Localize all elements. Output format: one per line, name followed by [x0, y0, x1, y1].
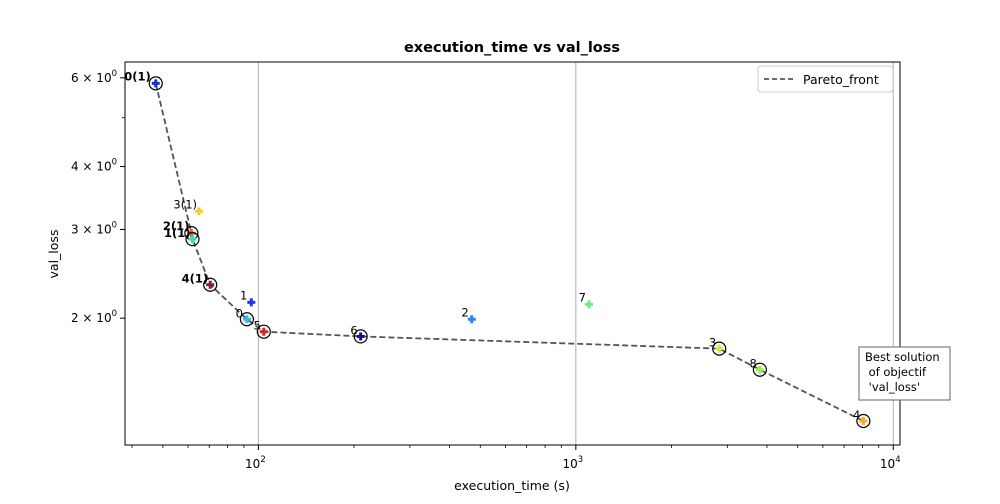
plus-marker-v	[197, 207, 201, 216]
plus-marker-v	[190, 235, 194, 244]
pareto-marker-ring	[353, 329, 368, 344]
legend-label-pareto-front: Pareto_front	[803, 72, 879, 87]
point-label: 6	[350, 323, 357, 337]
data-point: 3	[709, 336, 727, 356]
plus-marker-v	[861, 416, 865, 425]
best-solution-annotation: Best solution of objectif 'val_loss'	[858, 346, 951, 401]
data-point: 6	[350, 323, 368, 344]
point-label: 0(1)	[124, 69, 151, 83]
point-label: 3	[709, 336, 716, 350]
data-point: 7	[579, 290, 593, 309]
pareto-marker-ring	[712, 341, 727, 356]
y-axis-label: val_loss	[46, 230, 61, 279]
pareto-marker-ring	[239, 312, 254, 327]
y-tick-label: 3 × 100	[71, 220, 117, 236]
plus-marker-v	[249, 298, 253, 307]
plus-marker-v	[245, 315, 249, 324]
point-label: 8	[750, 357, 757, 371]
point-label: 3(1)	[173, 197, 197, 211]
point-label: 1(1)	[164, 226, 191, 240]
y-tick-label: 4 × 100	[71, 158, 117, 174]
data-point: 8	[750, 357, 767, 377]
plus-marker-v	[262, 327, 266, 336]
points-layer: 0(1) 3(1) 2(1)1(1) 4(1) 1 05 6 2 7 3 8 4	[124, 69, 871, 429]
data-point: 1	[240, 288, 256, 307]
x-axis-label: execution_time (s)	[454, 478, 570, 493]
pareto-marker-ring	[256, 324, 271, 339]
point-label: 2	[461, 305, 468, 319]
axis-layer	[124, 61, 901, 446]
data-point: 4(1)	[182, 272, 218, 292]
plus-marker-v	[154, 79, 158, 88]
data-point: 5	[253, 319, 271, 339]
plus-marker-v	[717, 344, 721, 353]
plus-marker-v	[208, 280, 212, 289]
pareto-marker-ring	[752, 362, 767, 377]
point-label: 1	[240, 288, 247, 302]
data-point: 0(1)	[124, 69, 163, 91]
plot-frame	[124, 61, 901, 446]
pareto-marker-ring	[856, 413, 871, 429]
point-label: 4	[853, 408, 860, 422]
plus-marker-v	[758, 365, 762, 374]
chart-title: execution_time vs val_loss	[404, 40, 620, 56]
plus-marker-v	[470, 315, 474, 324]
annotation-line-1: Best solution	[865, 350, 940, 364]
plus-marker-v	[359, 332, 363, 341]
pareto-marker-ring	[148, 76, 163, 91]
legend-box	[757, 65, 894, 93]
point-label: 4(1)	[182, 272, 209, 286]
y-tick-label: 6 × 100	[71, 69, 117, 85]
data-point: 2	[461, 305, 476, 324]
plus-marker-v	[587, 300, 591, 309]
point-label: 5	[253, 319, 260, 333]
point-label: 2(1)	[163, 219, 190, 233]
grid-layer	[257, 62, 894, 445]
legend: Pareto_front	[757, 65, 894, 93]
point-label: 7	[579, 290, 586, 304]
annotation-line-2: of objectif	[865, 365, 927, 379]
x-tick-label: 102	[245, 455, 266, 471]
data-point: 1(1)	[164, 226, 200, 247]
data-point: 4	[853, 408, 871, 429]
point-label: 0	[236, 306, 243, 320]
data-point: 0	[236, 306, 254, 327]
annotation-box	[858, 346, 951, 401]
x-tick-label: 103	[562, 455, 583, 471]
pareto-marker-ring	[203, 277, 218, 292]
pareto-marker-ring	[185, 232, 200, 247]
annotation-line-3: 'val_loss'	[865, 380, 920, 394]
y-tick-label: 2 × 100	[71, 309, 117, 325]
data-point: 3(1)	[173, 197, 204, 216]
x-tick-label: 104	[880, 455, 901, 471]
